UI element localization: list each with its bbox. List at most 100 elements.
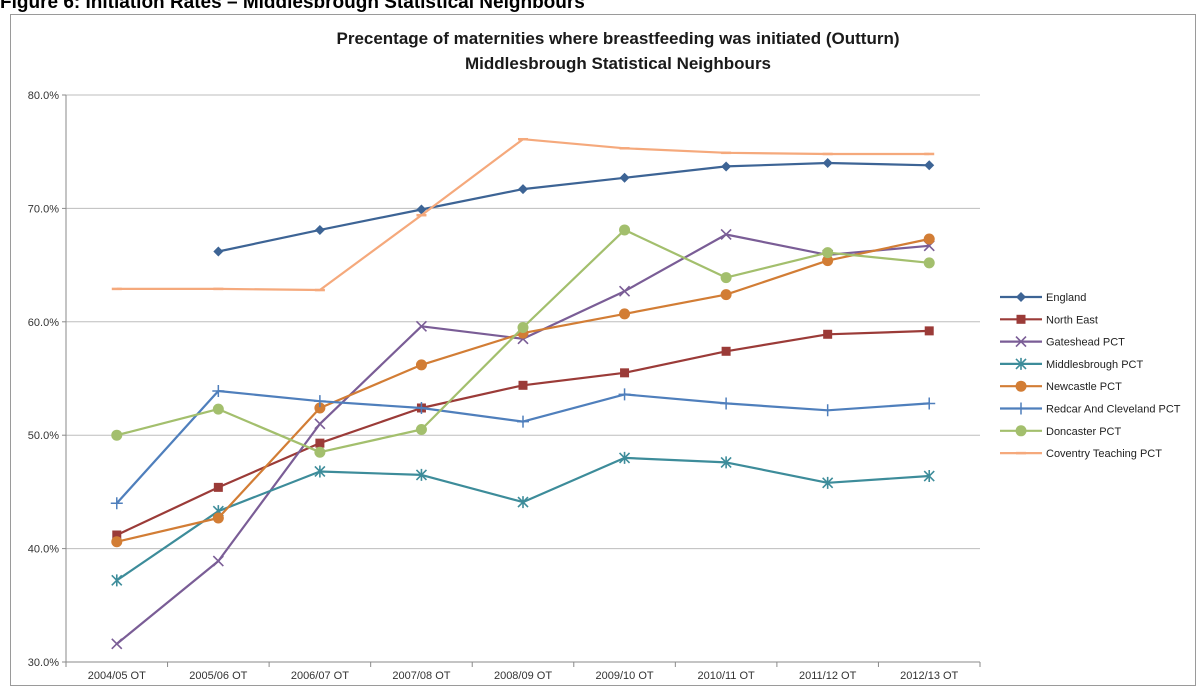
legend-label: Coventry Teaching PCT xyxy=(1046,448,1162,460)
data-point xyxy=(110,497,123,510)
legend-entry: Doncaster PCT xyxy=(1000,425,1121,438)
data-point xyxy=(212,403,224,415)
series-newcastle-pct xyxy=(111,233,935,548)
series-line xyxy=(116,233,930,645)
data-point xyxy=(212,384,225,397)
legend-marker xyxy=(1015,425,1027,437)
data-point xyxy=(923,233,935,245)
data-point xyxy=(314,418,326,430)
legend-entry: Coventry Teaching PCT xyxy=(1000,448,1162,460)
data-point xyxy=(619,308,631,320)
data-point xyxy=(213,482,223,492)
y-tick-label: 70.0% xyxy=(28,203,59,215)
data-point xyxy=(111,638,123,650)
data-point xyxy=(822,476,834,489)
x-tick-label: 2004/05 OT xyxy=(88,670,146,682)
legend-label: North East xyxy=(1046,314,1098,326)
data-point xyxy=(924,326,934,336)
legend-entry: Middlesbrough PCT xyxy=(1000,357,1143,371)
data-point xyxy=(314,224,325,235)
data-point xyxy=(923,257,935,269)
legend-entry: North East xyxy=(1000,314,1098,326)
data-point xyxy=(518,184,528,195)
x-tick-label: 2011/12 OT xyxy=(799,670,857,682)
data-point xyxy=(924,160,935,171)
legend-label: Gateshead PCT xyxy=(1046,337,1125,349)
data-point xyxy=(314,402,326,414)
series-line xyxy=(218,161,930,253)
data-point xyxy=(720,228,732,241)
x-tick-label: 2012/13 OT xyxy=(900,670,958,682)
data-point xyxy=(923,470,935,483)
x-tick-label: 2007/08 OT xyxy=(392,670,450,682)
x-tick-label: 2006/07 OT xyxy=(291,670,349,682)
data-point xyxy=(923,397,936,410)
series-england xyxy=(213,158,935,257)
legend-marker xyxy=(1015,380,1027,392)
data-point xyxy=(618,285,631,297)
legend-marker xyxy=(1016,314,1026,324)
data-point xyxy=(720,456,732,469)
data-point xyxy=(517,496,529,509)
legend-label: England xyxy=(1046,292,1086,304)
axes: 30.0% 40.0% 50.0% 60.0% 70.0% 80.0% 2004/05 OT… xyxy=(28,90,981,682)
data-point xyxy=(415,320,428,332)
legend-label: Doncaster PCT xyxy=(1046,426,1121,438)
series-north-east xyxy=(112,326,934,540)
y-tick-label: 80.0% xyxy=(28,90,59,102)
chart-subtitle: Middlesbrough Statistical Neighbours xyxy=(465,54,771,73)
data-point xyxy=(518,380,528,390)
data-point xyxy=(112,530,122,540)
series-redcar-and-cleveland-pct xyxy=(110,384,936,510)
chart-frame xyxy=(10,14,1196,686)
series-middlesbrough-pct xyxy=(111,451,935,587)
data-point xyxy=(111,429,123,441)
data-point xyxy=(313,395,326,408)
data-point xyxy=(720,289,732,301)
data-point xyxy=(618,451,631,464)
legend-label: Middlesbrough PCT xyxy=(1046,359,1143,371)
data-point xyxy=(720,397,733,410)
data-point xyxy=(517,321,529,333)
data-point xyxy=(619,224,631,236)
series-line xyxy=(115,389,930,504)
data-point xyxy=(415,401,428,414)
data-point xyxy=(821,404,834,417)
legend-entry: Redcar And Cleveland PCT xyxy=(1000,402,1181,416)
chart-title: Precentage of maternities where breastfe… xyxy=(336,29,899,48)
series-coventry-teaching-pct xyxy=(111,137,935,292)
series-doncaster-pct xyxy=(111,224,935,458)
data-point xyxy=(111,574,123,587)
data-point xyxy=(212,555,224,567)
data-point xyxy=(822,255,834,267)
data-point xyxy=(721,346,731,356)
data-point xyxy=(822,158,833,169)
x-tick-label: 2005/06 OT xyxy=(189,670,247,682)
data-point xyxy=(315,438,325,448)
legend-label: Newcastle PCT xyxy=(1046,381,1122,393)
data-point xyxy=(618,388,631,401)
data-point xyxy=(111,536,123,548)
x-tick-label: 2009/10 OT xyxy=(596,670,654,682)
y-tick-label: 50.0% xyxy=(28,430,59,442)
legend: England North East Gateshead PCT Middlesbro… xyxy=(1000,292,1181,460)
legend-marker xyxy=(1016,292,1026,302)
series-gateshead-pct xyxy=(111,228,935,650)
y-tick-label: 60.0% xyxy=(28,317,59,329)
series-line xyxy=(116,456,930,582)
legend-marker xyxy=(1015,336,1027,348)
data-point xyxy=(720,272,732,284)
x-tick-label: 2010/11 OT xyxy=(697,670,755,682)
legend-marker xyxy=(1015,357,1027,370)
data-point xyxy=(822,247,834,259)
data-point xyxy=(212,512,224,524)
data-point xyxy=(415,468,428,481)
data-point xyxy=(823,329,833,339)
figure-heading: Figure 6: Initiation Rates – Middlesbrou… xyxy=(0,0,585,13)
legend-label: Redcar And Cleveland PCT xyxy=(1046,404,1181,416)
y-tick-label: 40.0% xyxy=(28,544,59,556)
gridlines xyxy=(66,94,980,550)
data-point xyxy=(517,415,529,428)
legend-entry: Newcastle PCT xyxy=(1000,380,1122,393)
